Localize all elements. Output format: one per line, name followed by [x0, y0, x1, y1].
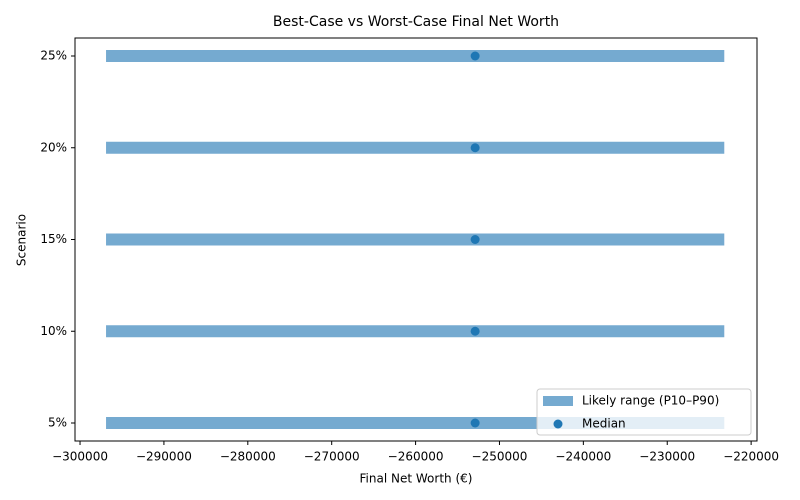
- x-tick-label: −250000: [472, 450, 528, 464]
- y-tick-label: 20%: [40, 140, 67, 154]
- legend-label: Likely range (P10–P90): [582, 394, 719, 408]
- x-tick-label: −220000: [723, 450, 779, 464]
- y-tick-label: 10%: [40, 324, 67, 338]
- x-tick-label: −270000: [304, 450, 360, 464]
- x-tick-label: −290000: [136, 450, 192, 464]
- legend-swatch: [543, 396, 573, 406]
- median-dot: [470, 143, 480, 153]
- median-dot: [470, 51, 480, 61]
- x-axis-label: Final Net Worth (€): [360, 472, 473, 486]
- y-tick-label: 15%: [40, 232, 67, 246]
- x-tick-label: −260000: [388, 450, 444, 464]
- legend-box: [536, 388, 752, 436]
- legend-label: Median: [582, 417, 626, 431]
- median-dot: [470, 418, 480, 428]
- y-tick-label: 5%: [48, 416, 67, 430]
- legend-marker: [553, 419, 563, 429]
- y-axis-label: Scenario: [15, 214, 29, 266]
- x-tick-label: −280000: [220, 450, 276, 464]
- y-tick-label: 25%: [40, 49, 67, 63]
- x-tick-label: −300000: [52, 450, 108, 464]
- x-tick-label: −230000: [639, 450, 695, 464]
- x-tick-label: −240000: [555, 450, 611, 464]
- axes-frame: [74, 37, 758, 442]
- chart-title: Best-Case vs Worst-Case Final Net Worth: [273, 14, 559, 30]
- range-bar: [106, 233, 725, 246]
- median-dot: [470, 326, 480, 336]
- median-dot: [470, 235, 480, 244]
- range-bar: [106, 325, 725, 338]
- range-bar: [106, 141, 725, 154]
- range-bar: [106, 50, 725, 62]
